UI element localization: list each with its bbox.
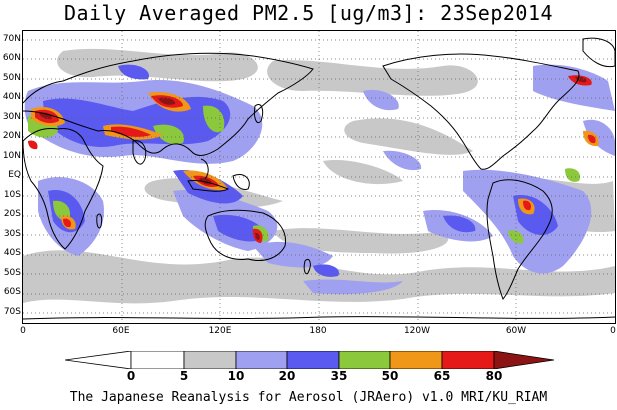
colorbar-tick-50: 50	[381, 369, 399, 383]
lat-label-60n: 60N	[2, 53, 21, 63]
lat-label-40n: 40N	[2, 92, 21, 102]
colorbar-segment-0-5	[130, 351, 185, 369]
lat-label-70n: 70N	[2, 34, 21, 44]
colorbar-segment-35-50	[338, 351, 391, 369]
lat-label-30n: 30N	[2, 112, 21, 122]
colorbar-segment-10-20	[235, 351, 288, 369]
lat-label-70s: 70S	[3, 307, 21, 317]
colorbar-segment-5-10	[183, 351, 237, 369]
lat-label-50n: 50N	[2, 73, 21, 83]
lat-label-60s: 60S	[3, 287, 21, 297]
footer-credit: The Japanese Reanalysis for Aerosol (JRA…	[69, 390, 548, 405]
lon-label-0-east: 0	[610, 326, 616, 336]
lat-label-20s: 20S	[3, 209, 21, 219]
pm25-map	[22, 30, 616, 324]
lat-label-30s: 30S	[3, 229, 21, 239]
lat-label-20n: 20N	[2, 131, 21, 141]
colorbar-tick-5: 5	[179, 369, 189, 383]
colorbar-segment-65-80	[441, 351, 495, 369]
lat-label-50s: 50S	[3, 268, 21, 278]
lat-label-10s: 10S	[3, 190, 21, 200]
colorbar-segment-below-0	[65, 351, 132, 369]
colorbar-tick-35: 35	[330, 369, 348, 383]
colorbar-tick-80: 80	[485, 369, 503, 383]
lon-label-120e: 120E	[208, 326, 232, 336]
lon-label-60e: 60E	[112, 326, 130, 336]
colorbar-tick-0: 0	[126, 369, 136, 383]
colorbar	[65, 351, 555, 369]
lat-label-40s: 40S	[3, 248, 21, 258]
lon-label-60w: 60W	[505, 326, 527, 336]
lat-label-10n: 10N	[2, 151, 21, 161]
pm25-map-canvas	[23, 31, 615, 323]
coastlines	[23, 37, 615, 320]
colorbar-tick-10: 10	[227, 369, 245, 383]
lon-label-0-west: 0	[20, 326, 26, 336]
colorbar-segment-50-65	[389, 351, 443, 369]
colorbar-segment-above-80	[493, 351, 555, 369]
lon-label-180: 180	[309, 326, 327, 336]
colorbar-tick-20: 20	[278, 369, 296, 383]
lon-label-120w: 120W	[403, 326, 431, 336]
colorbar-segment-20-35	[286, 351, 340, 369]
map-title: Daily Averaged PM2.5 [ug/m3]: 23Sep2014	[63, 1, 554, 25]
colorbar-tick-65: 65	[433, 369, 451, 383]
graticule	[23, 31, 615, 323]
lat-label-eq: EQ	[8, 170, 21, 180]
